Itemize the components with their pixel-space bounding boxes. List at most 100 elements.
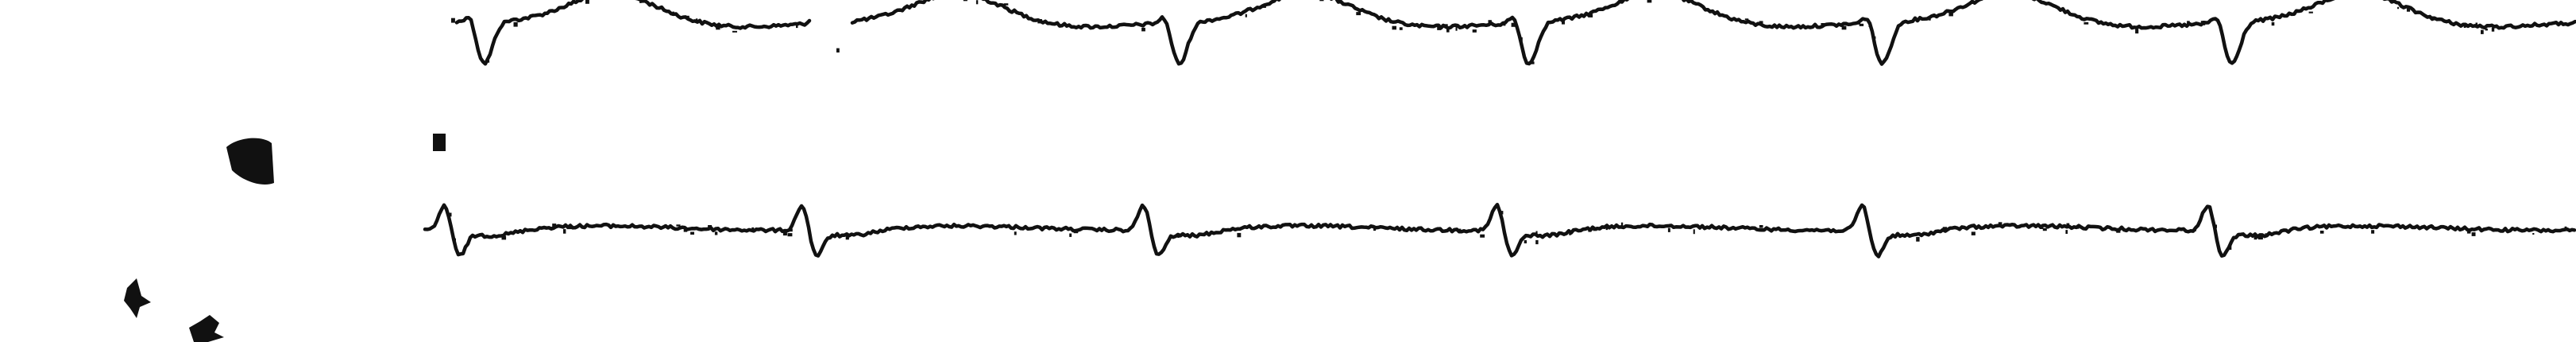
ink-noise bbox=[1503, 21, 1506, 26]
ink-noise bbox=[501, 235, 507, 240]
ink-noise bbox=[513, 21, 518, 27]
ink-noise bbox=[454, 238, 456, 243]
ink-noise bbox=[1373, 228, 1377, 231]
ink-noise bbox=[1069, 233, 1072, 237]
ink-noise bbox=[1971, 231, 1975, 235]
ink-noise bbox=[1872, 36, 1876, 39]
ink-noise bbox=[1535, 239, 1539, 245]
ink-noise bbox=[2254, 236, 2257, 240]
ink-noise bbox=[1569, 232, 1571, 235]
ink-noise bbox=[1605, 225, 1608, 231]
ink-noise bbox=[1928, 17, 1931, 21]
ink-noise bbox=[2532, 233, 2535, 235]
ink-noise bbox=[2494, 26, 2499, 29]
ink-noise bbox=[1620, 222, 1624, 226]
ink-noise bbox=[1263, 6, 1266, 8]
ink-noise bbox=[714, 231, 718, 235]
ink-noise bbox=[2481, 29, 2484, 34]
ink-noise bbox=[1457, 228, 1462, 231]
ink-noise bbox=[1868, 23, 1871, 27]
ink-noise bbox=[796, 23, 798, 29]
ink-noise bbox=[1319, 0, 1324, 2]
ink-noise bbox=[639, 0, 642, 3]
ink-noise bbox=[836, 48, 840, 52]
ink-noise bbox=[676, 224, 681, 227]
ink-noise bbox=[1562, 20, 1565, 25]
ink-noise bbox=[2491, 27, 2495, 32]
ink-noise bbox=[2200, 21, 2206, 25]
ink-blot bbox=[226, 138, 274, 185]
ink-noise bbox=[1480, 234, 1485, 238]
ink-noise bbox=[2187, 21, 2190, 25]
ink-noise bbox=[683, 227, 688, 232]
ink-noise bbox=[1149, 225, 1151, 230]
ink-noise bbox=[2328, 0, 2334, 1]
ink-noise bbox=[1535, 231, 1538, 235]
ink-noise bbox=[2042, 227, 2047, 231]
ink-noise bbox=[486, 60, 490, 63]
ink-noise bbox=[2040, 224, 2044, 229]
ink-noise bbox=[2116, 231, 2121, 233]
ink-noise bbox=[732, 30, 737, 33]
ink-noise bbox=[1942, 227, 1947, 231]
ink-noise bbox=[2075, 226, 2080, 229]
ink-noise bbox=[2065, 230, 2068, 234]
ink-noise bbox=[2137, 25, 2142, 29]
ink-noise bbox=[1399, 27, 1403, 30]
ink-noise bbox=[2374, 226, 2377, 229]
ink-noise bbox=[708, 225, 713, 229]
ink-noise bbox=[2471, 232, 2476, 236]
ink-noise bbox=[2194, 229, 2196, 231]
ink-noise bbox=[1531, 61, 1535, 64]
ink-noise bbox=[1647, 0, 1652, 3]
ink-noise bbox=[716, 25, 720, 30]
ink-noise bbox=[2564, 226, 2567, 230]
ink-noise bbox=[2371, 230, 2375, 234]
ink-noise bbox=[2229, 245, 2232, 251]
ink-noise bbox=[1190, 234, 1195, 236]
ink-noise bbox=[1945, 9, 1948, 11]
ink-noise bbox=[1356, 12, 1361, 16]
ink-noise bbox=[545, 11, 550, 14]
ink-noise bbox=[1500, 211, 1504, 215]
ink-noise bbox=[2265, 233, 2269, 237]
ink-noise bbox=[2308, 11, 2313, 14]
ink-noise bbox=[451, 17, 455, 23]
ink-noise bbox=[751, 227, 755, 231]
ink-noise bbox=[1759, 225, 1763, 228]
ink-noise bbox=[2397, 6, 2400, 10]
ink-noise bbox=[1037, 19, 1042, 24]
ink-noise bbox=[1667, 227, 1670, 232]
ink-noise bbox=[2084, 21, 2089, 25]
ink-noise bbox=[563, 229, 566, 234]
ink-noise bbox=[585, 0, 589, 4]
ink-noise bbox=[1932, 15, 1937, 17]
ink-noise bbox=[672, 11, 674, 16]
ink-noise bbox=[2431, 16, 2435, 18]
ink-noise bbox=[1237, 232, 1242, 238]
ink-noise bbox=[1392, 25, 1396, 30]
ink-noise bbox=[2406, 8, 2411, 12]
ink-noise bbox=[2066, 223, 2070, 226]
ink-noise bbox=[686, 15, 689, 18]
ink-noise bbox=[2214, 224, 2217, 228]
ink-noise bbox=[789, 228, 793, 232]
ink-noise bbox=[448, 212, 452, 217]
ink-noise bbox=[2466, 230, 2471, 234]
ink-noise bbox=[782, 231, 787, 236]
ink-noise bbox=[1073, 230, 1079, 234]
ink-noise bbox=[1588, 228, 1592, 232]
ink-noise bbox=[2135, 29, 2139, 34]
ink-noise bbox=[1859, 23, 1864, 26]
lead-lower-segment bbox=[423, 202, 2576, 258]
ink-noise bbox=[1693, 229, 1695, 235]
ink-noise bbox=[2271, 21, 2275, 26]
ink-noise bbox=[1536, 47, 1539, 51]
ink-noise bbox=[1524, 240, 1527, 243]
ink-noise bbox=[1821, 23, 1825, 25]
ink-speck bbox=[433, 134, 446, 151]
ink-noise bbox=[1014, 231, 1017, 235]
ink-noise bbox=[1245, 14, 1247, 17]
ink-noise bbox=[1593, 227, 1597, 231]
